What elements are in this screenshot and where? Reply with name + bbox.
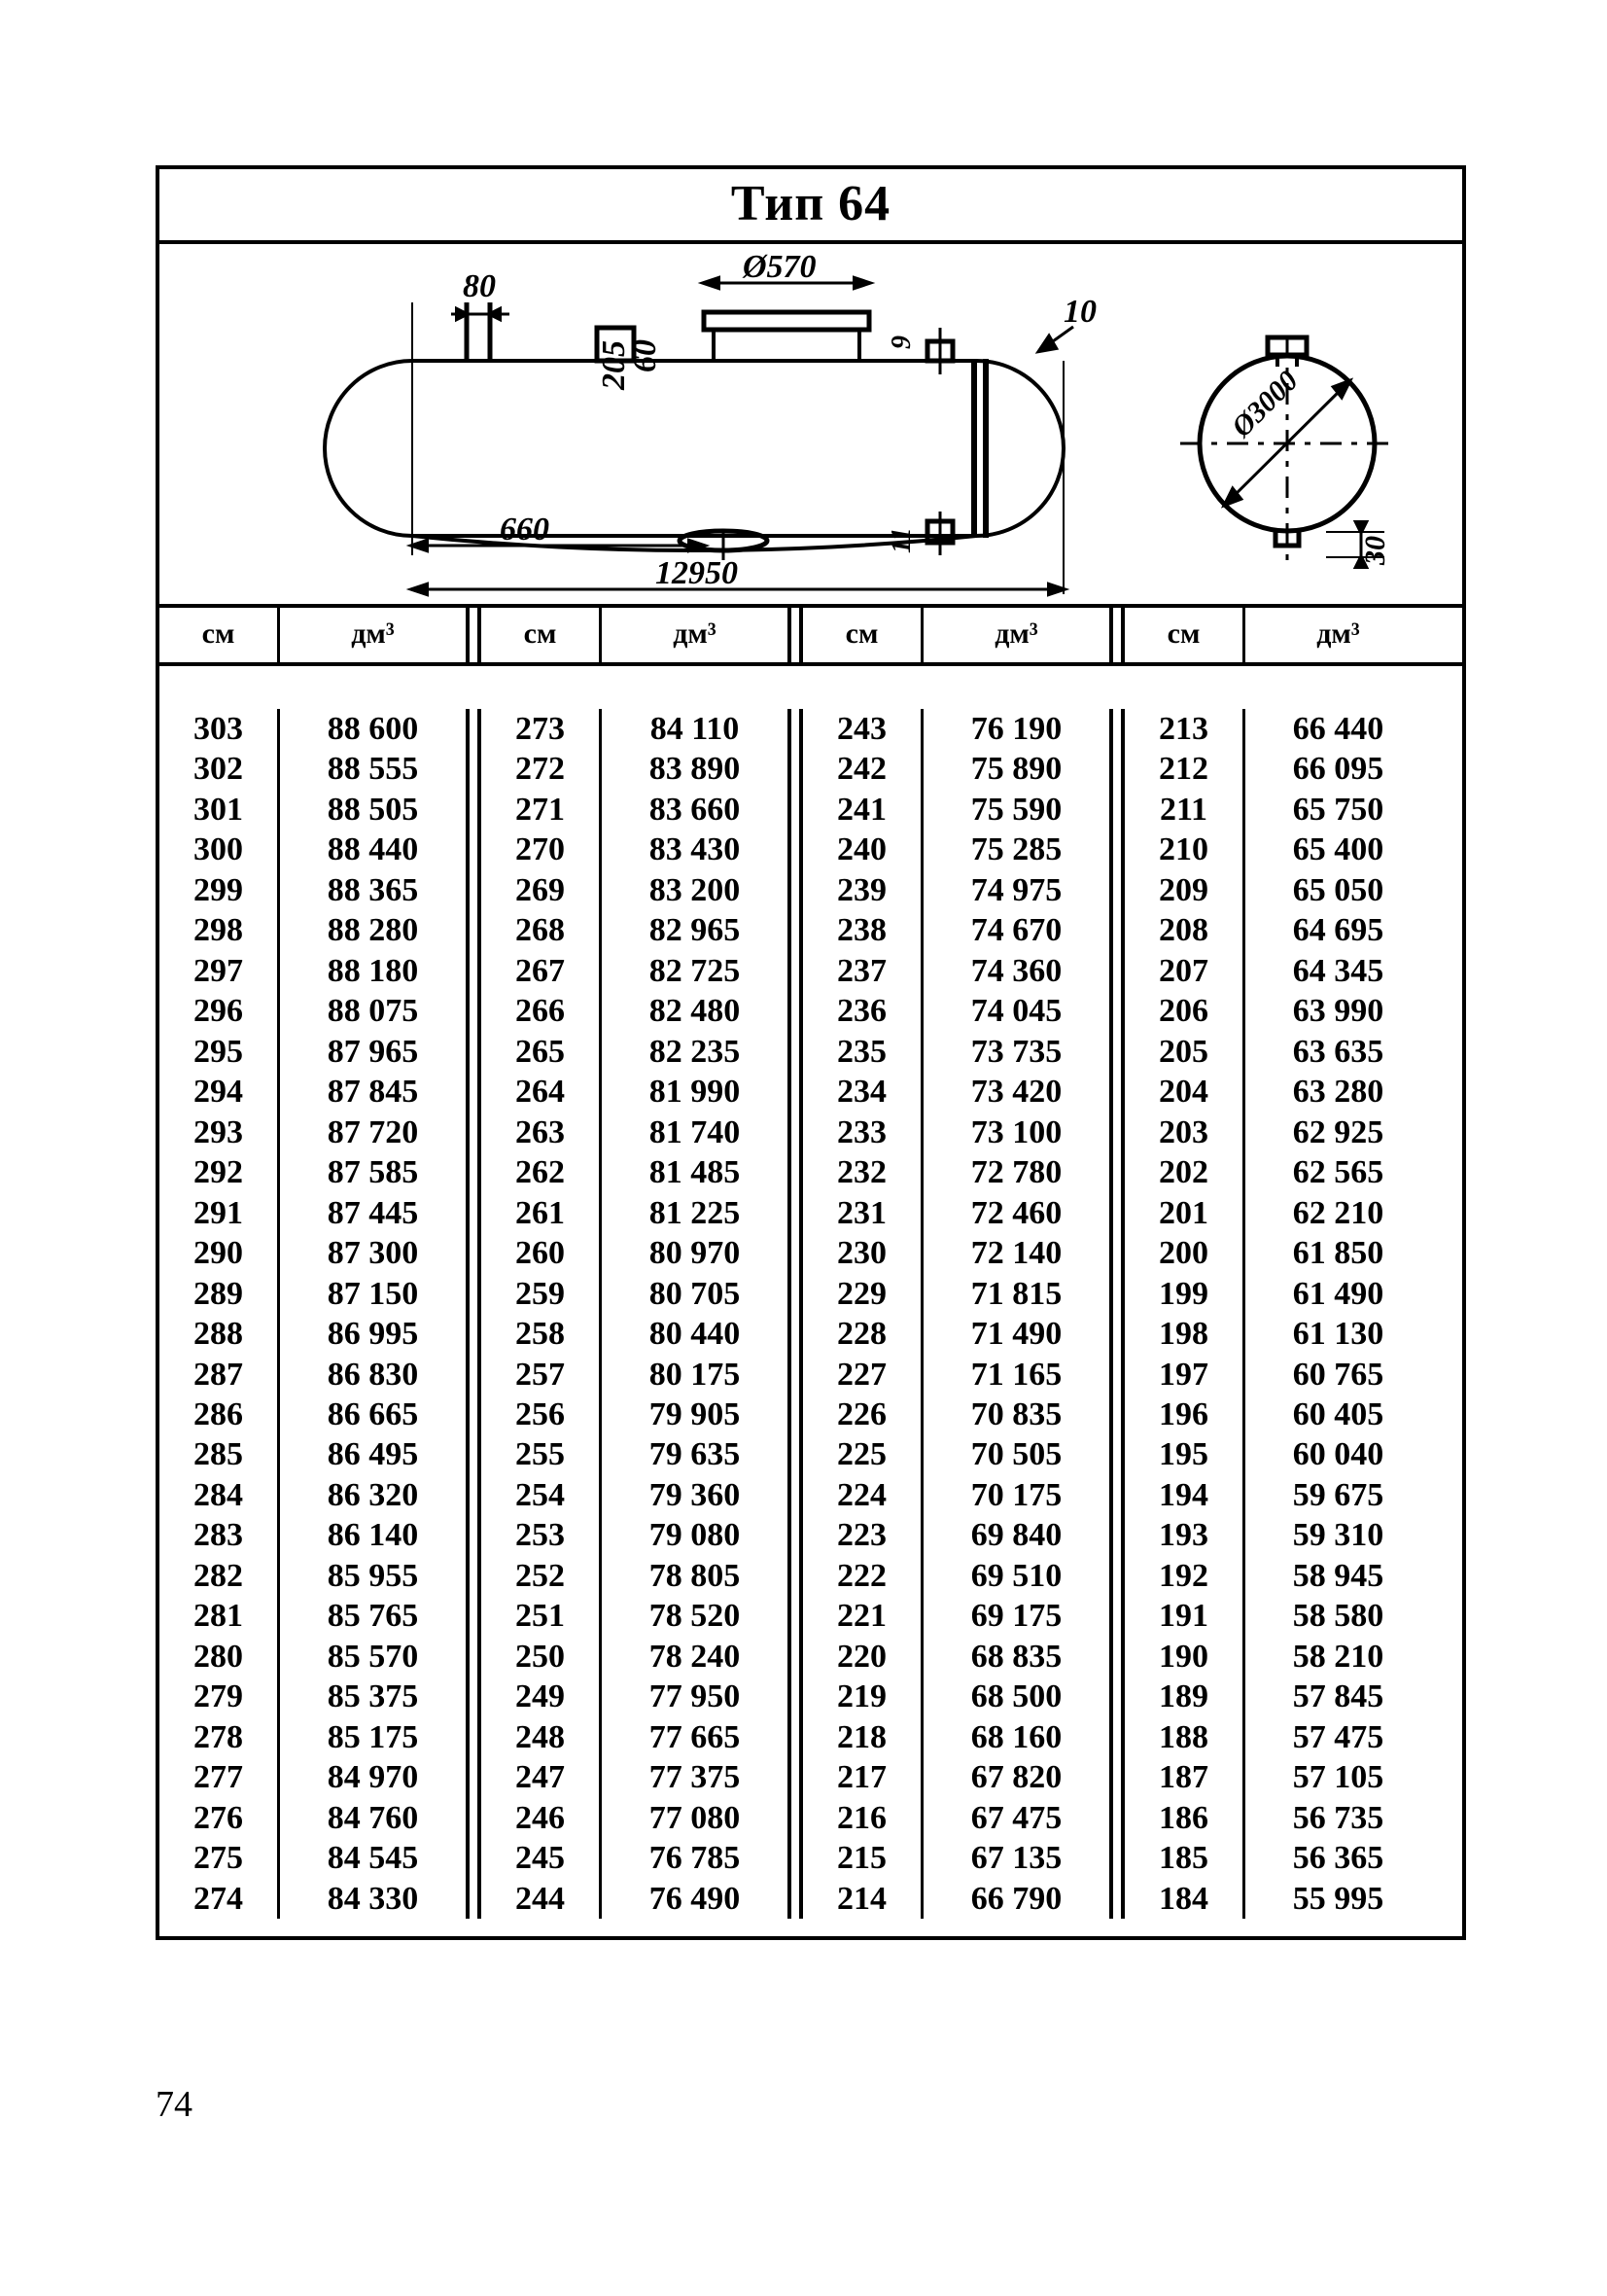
col1-cm: 3033023013002992982972962952942932922912… bbox=[159, 709, 277, 1919]
page-number: 74 bbox=[156, 2083, 192, 2126]
hdr-cm: см bbox=[159, 608, 277, 662]
col1-dm: 88 60088 55588 50588 44088 36588 28088 1… bbox=[280, 709, 466, 1919]
col4-dm: 66 44066 09565 75065 40065 05064 69564 3… bbox=[1245, 709, 1431, 1919]
dim-11: 11 bbox=[887, 528, 917, 553]
dim-phi570: Ø570 bbox=[742, 249, 817, 285]
dim-660: 660 bbox=[500, 512, 549, 548]
hdr-cm: см bbox=[803, 608, 921, 662]
dim-phi3000: Ø3000 bbox=[1225, 365, 1305, 444]
page: Тип 64 Ø570 bbox=[0, 0, 1607, 2296]
dim-10: 10 bbox=[1064, 294, 1097, 330]
hdr-cm: см bbox=[481, 608, 599, 662]
col3-cm: 2432422412402392382372362352342332322312… bbox=[803, 709, 921, 1919]
hdr-dm3: дм³ bbox=[280, 608, 466, 662]
col2-cm: 2732722712702692682672662652642632622612… bbox=[481, 709, 599, 1919]
table-body: 3033023013002992982972962952942932922912… bbox=[159, 666, 1462, 1936]
dim-12950: 12950 bbox=[655, 555, 738, 591]
table-header: см дм³ см дм³ см дм³ см дм³ bbox=[159, 608, 1462, 666]
col4-cm: 2132122112102092082072062052042032022012… bbox=[1125, 709, 1242, 1919]
title: Тип 64 bbox=[159, 169, 1462, 244]
col3-dm: 76 19075 89075 59075 28574 97574 67074 3… bbox=[924, 709, 1109, 1919]
dim-30: 30 bbox=[1359, 536, 1391, 566]
col2-dm: 84 11083 89083 66083 43083 20082 96582 7… bbox=[602, 709, 787, 1919]
hdr-dm3: дм³ bbox=[602, 608, 787, 662]
dim-9: 9 bbox=[887, 336, 917, 349]
dim-80: 80 bbox=[463, 268, 496, 304]
tank-diagram: Ø570 205 60 80 bbox=[159, 244, 1462, 608]
hdr-cm: см bbox=[1125, 608, 1242, 662]
dim-60: 60 bbox=[627, 339, 663, 372]
content-frame: Тип 64 Ø570 bbox=[156, 165, 1466, 1940]
hdr-dm3: дм³ bbox=[924, 608, 1109, 662]
hdr-dm3: дм³ bbox=[1245, 608, 1431, 662]
